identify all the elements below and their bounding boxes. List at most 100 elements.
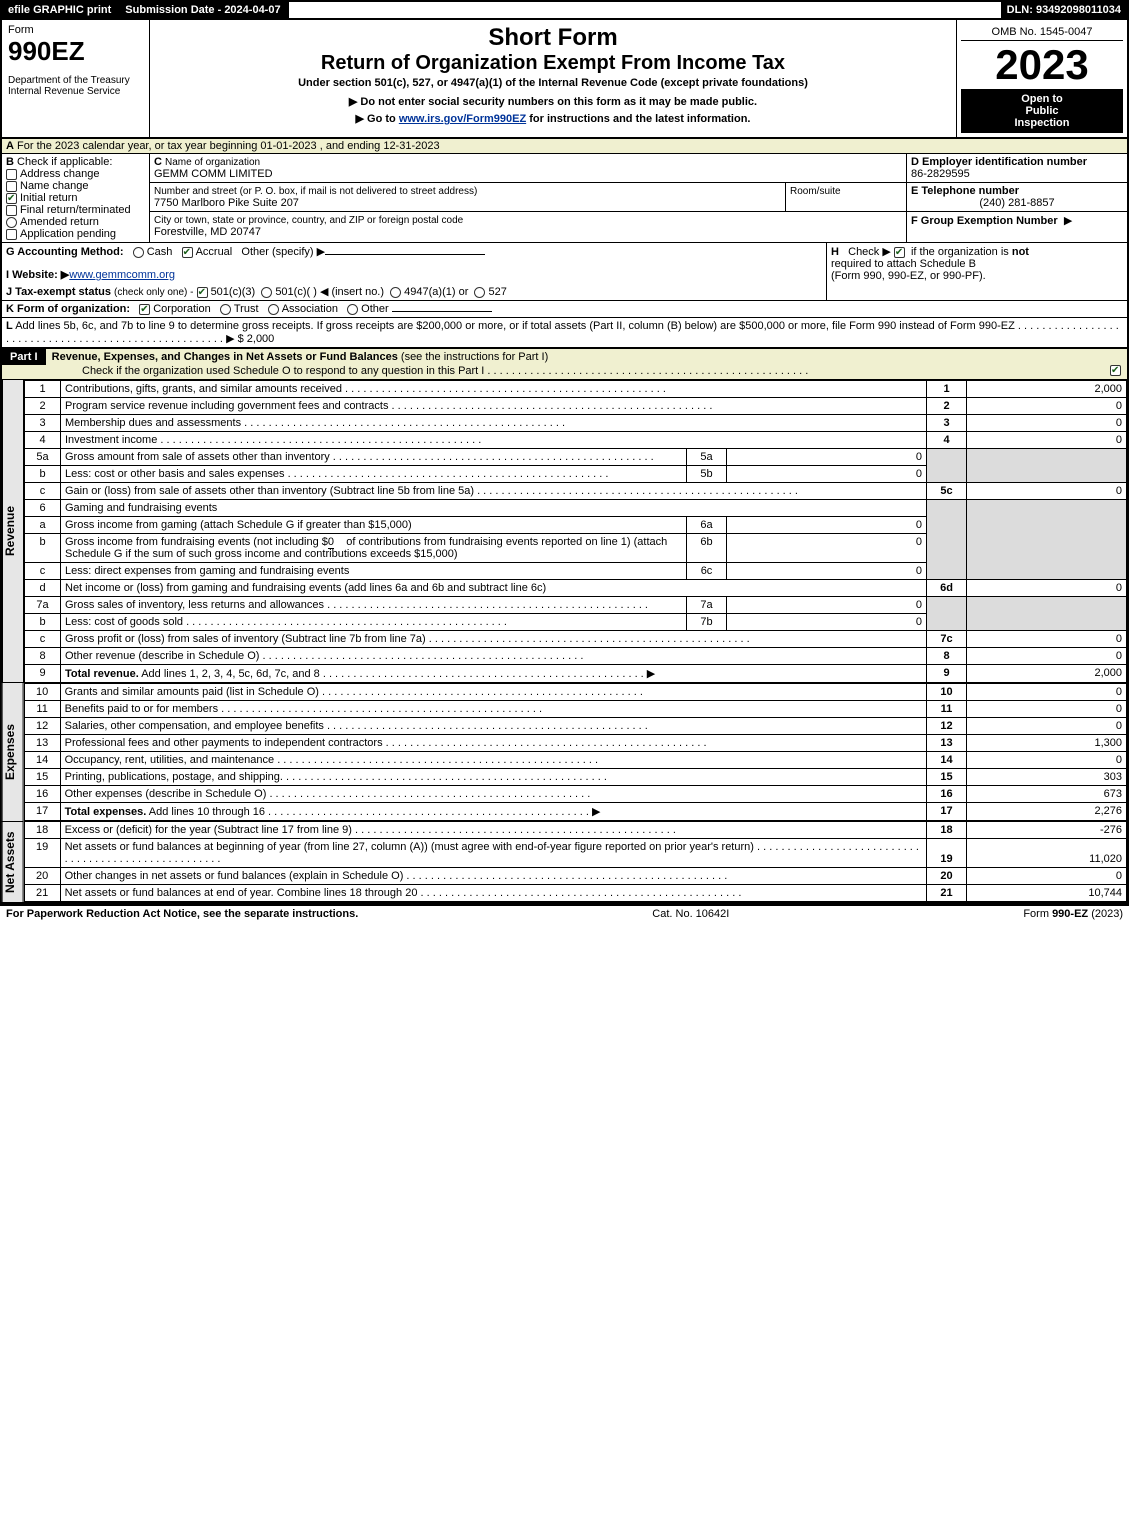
opt-initial-return: Initial return — [20, 192, 77, 204]
side-expenses: Expenses — [2, 683, 24, 821]
other-line[interactable] — [392, 311, 492, 312]
ln-20-rn: 20 — [927, 868, 967, 885]
ln-17-val: 2,276 — [967, 803, 1127, 821]
ln-11-rn: 11 — [927, 701, 967, 718]
rad-assoc[interactable] — [268, 304, 279, 315]
ein-value: 86-2829595 — [911, 168, 970, 180]
rad-trust[interactable] — [220, 304, 231, 315]
org-name: GEMM COMM LIMITED — [154, 168, 273, 180]
ln-15-val: 303 — [967, 769, 1127, 786]
line-2: 2 Program service revenue including gove… — [25, 398, 1127, 415]
footer-right: Form 990-EZ (2023) — [1023, 908, 1123, 920]
ln-7b-mv: 0 — [727, 614, 927, 631]
ln-7c-rn: 7c — [927, 631, 967, 648]
ln-17-text2: Add lines 10 through 16 — [146, 806, 265, 818]
ln-5c-text: Gain or (loss) from sale of assets other… — [65, 485, 474, 497]
dept-treasury: Department of the Treasury — [8, 75, 143, 86]
ln-5a-mv: 0 — [727, 449, 927, 466]
rad-4947[interactable] — [390, 287, 401, 298]
ssn-warning: ▶ Do not enter social security numbers o… — [156, 95, 950, 108]
ln-21-val: 10,744 — [967, 885, 1127, 902]
ln-6b-t1: Gross income from fundraising events (no… — [65, 536, 328, 548]
ln-9-text: Total revenue. — [65, 668, 139, 680]
chk-corp[interactable] — [139, 304, 150, 315]
chk-application-pending[interactable] — [6, 229, 17, 240]
ln-12-val: 0 — [967, 718, 1127, 735]
chk-name-change[interactable] — [6, 181, 17, 192]
h-check: Check ▶ — [848, 246, 891, 258]
line-8: 8 Other revenue (describe in Schedule O)… — [25, 648, 1127, 665]
ln-7c-text: Gross profit or (loss) from sales of inv… — [65, 633, 426, 645]
ln-2-text: Program service revenue including govern… — [65, 400, 388, 412]
ln-6c-mn: 6c — [687, 563, 727, 580]
rad-cash[interactable] — [133, 247, 144, 258]
j-sub: (check only one) - — [114, 287, 193, 298]
dln-label: DLN: 93492098011034 — [1001, 2, 1127, 18]
ln-5b: b — [25, 466, 61, 483]
chk-initial-return[interactable] — [6, 193, 17, 204]
ln-2: 2 — [25, 398, 61, 415]
form-word: Form — [8, 24, 143, 36]
ln-19-text: Net assets or fund balances at beginning… — [65, 841, 754, 853]
chk-accrual[interactable] — [182, 247, 193, 258]
rad-other[interactable] — [347, 304, 358, 315]
opt-assoc: Association — [282, 303, 338, 315]
ln-6c: c — [25, 563, 61, 580]
ln-6d-rn: 6d — [927, 580, 967, 597]
b-label: B — [6, 156, 14, 168]
k-label: K Form of organization: — [6, 303, 130, 315]
form-number: 990EZ — [8, 36, 143, 67]
ln-10-text: Grants and similar amounts paid (list in… — [65, 686, 319, 698]
opt-application-pending: Application pending — [20, 228, 116, 240]
opt-accrual: Accrual — [196, 246, 233, 258]
c-room-label: Room/suite — [790, 186, 841, 197]
part1-header: Part I Revenue, Expenses, and Changes in… — [0, 349, 1129, 380]
submission-date-label: Submission Date - 2024-04-07 — [119, 2, 288, 18]
tax-year: 2023 — [961, 41, 1123, 89]
website-link[interactable]: www.gemmcomm.org — [69, 269, 175, 281]
ln-16-val: 673 — [967, 786, 1127, 803]
return-title: Return of Organization Exempt From Incom… — [156, 52, 950, 75]
line-a-label: A — [6, 140, 14, 152]
chk-h[interactable] — [894, 247, 905, 258]
ln-4-text: Investment income — [65, 434, 157, 446]
l-label: L — [6, 320, 13, 332]
ln-4-rn: 4 — [927, 432, 967, 449]
line-4: 4 Investment income 4 0 — [25, 432, 1127, 449]
f-label: F Group Exemption Number — [911, 215, 1058, 227]
ln-6a-text: Gross income from gaming (attach Schedul… — [65, 519, 412, 531]
ln-6b: b — [25, 534, 61, 563]
ln-6b-mv: 0 — [727, 534, 927, 563]
chk-final-return[interactable] — [6, 205, 17, 216]
opt-4947: 4947(a)(1) or — [404, 286, 468, 298]
ln-19-val: 11,020 — [967, 839, 1127, 868]
ln-8-rn: 8 — [927, 648, 967, 665]
efile-print-label[interactable]: efile GRAPHIC print — [2, 2, 119, 18]
irs-link[interactable]: www.irs.gov/Form990EZ — [399, 113, 526, 125]
chk-address-change[interactable] — [6, 169, 17, 180]
ln-5a-mn: 5a — [687, 449, 727, 466]
goto-pre: ▶ Go to — [356, 113, 399, 125]
f-arrow: ▶ — [1064, 215, 1072, 227]
ln-8: 8 — [25, 648, 61, 665]
g-label: G Accounting Method: — [6, 246, 124, 258]
expenses-block: Expenses 10Grants and similar amounts pa… — [0, 683, 1129, 821]
ln-6: 6 — [25, 500, 61, 517]
opt-other: Other — [361, 303, 389, 315]
ln-20-text: Other changes in net assets or fund bala… — [65, 870, 404, 882]
line-a: A For the 2023 calendar year, or tax yea… — [0, 139, 1129, 154]
ln-6d-text: Net income or (loss) from gaming and fun… — [65, 582, 546, 594]
ln-13-rn: 13 — [927, 735, 967, 752]
opt-other-specify: Other (specify) ▶ — [241, 246, 325, 258]
ln-16-rn: 16 — [927, 786, 967, 803]
ln-3-rn: 3 — [927, 415, 967, 432]
rad-527[interactable] — [474, 287, 485, 298]
chk-amended-return[interactable] — [6, 217, 17, 228]
other-specify-line[interactable] — [325, 254, 485, 255]
b-heading: Check if applicable: — [17, 156, 112, 168]
rad-501c[interactable] — [261, 287, 272, 298]
ln-14-text: Occupancy, rent, utilities, and maintena… — [65, 754, 275, 766]
chk-schedule-o[interactable] — [1110, 365, 1121, 376]
ln-11: 11 — [24, 701, 60, 718]
chk-501c3[interactable] — [197, 287, 208, 298]
